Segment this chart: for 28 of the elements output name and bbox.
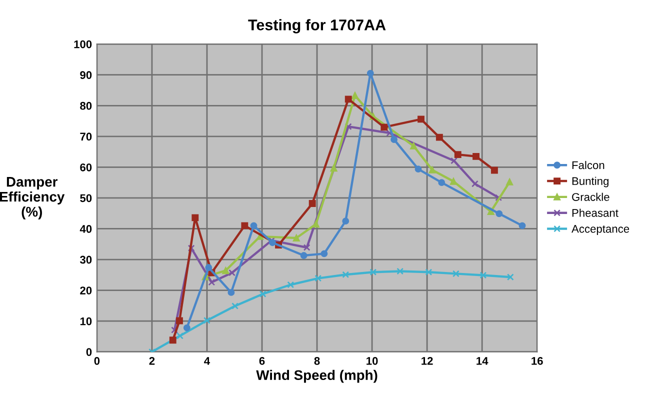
y-tick-label: 90 [80,71,92,79]
x-tick-label: 8 [314,357,320,365]
chart-title: Testing for 1707AA [248,19,386,34]
legend-label: Bunting [572,176,608,188]
y-axis-title: Damper Efficiency (%) [0,177,65,220]
x-tick-label: 12 [422,357,433,365]
legend-label: Falcon [572,160,604,170]
x-tick-label: 2 [149,357,155,365]
legend-label: Grackle [572,192,610,201]
legend-label: Acceptance [572,225,630,235]
y-tick-label: 50 [80,194,92,202]
y-tick-label: 100 [74,40,92,48]
y-tick-label: 80 [80,102,92,110]
y-tick-label: 0 [86,348,92,356]
x-axis-title: Wind Speed (mph) [256,370,378,383]
x-tick-label: 10 [366,357,378,365]
y-tick-label: 70 [80,132,92,141]
x-tick-label: 4 [204,357,210,365]
x-tick-label: 0 [94,357,100,365]
y-tick-label: 40 [80,225,92,233]
x-tick-label: 14 [476,357,488,365]
legend-label: Pheasant [572,208,618,217]
y-tick-label: 20 [80,286,92,294]
x-tick-label: 6 [259,357,265,365]
y-tick-label: 60 [80,163,92,172]
y-tick-label: 30 [80,256,92,264]
y-tick-label: 10 [80,317,92,326]
x-tick-label: 16 [532,357,543,365]
